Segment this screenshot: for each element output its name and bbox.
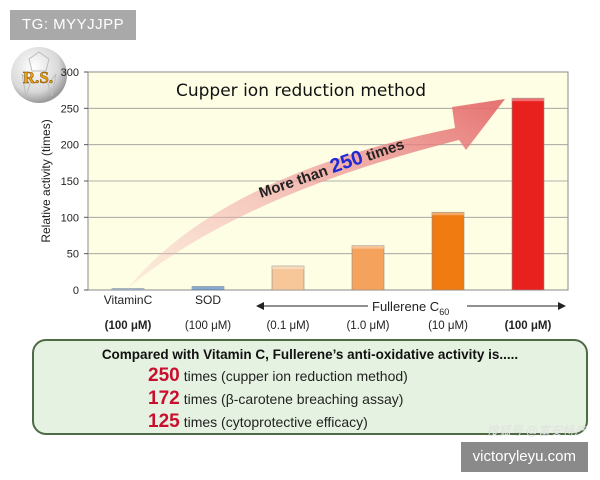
summary-value-2: 172 [148,388,180,409]
summary-text-3: times (cytoprotective efficacy) [183,414,368,430]
summary-value-1: 250 [148,365,180,386]
bar-chart: 0 50 100 150 200 250 300 Relative activity (ti… [39,67,569,332]
summary-value-3: 125 [148,411,180,432]
group-arrowhead-right [558,302,566,310]
x-axis-labels: VitaminC (100 μM) SOD (100 μM) (0.1 μM) (1.0 … [104,293,552,332]
tg-tag: TG: MYYJJPP [10,10,137,40]
bar-highlight [112,288,144,290]
y-axis-label: Relative activity (times) [39,119,53,242]
bar-rect [111,288,145,291]
group-arrowhead-left [256,302,264,310]
bar-highlight [512,98,544,102]
summary-text-2: times (β-carotene breaching assay) [183,391,404,407]
bar-rect [511,97,545,291]
rs-logo: R.S. [11,47,67,103]
bar-1 [111,288,145,291]
bar-4 [351,245,385,291]
bar-highlight [272,266,304,270]
trend-arrow [128,99,505,288]
y-tick-label: 100 [61,212,79,224]
bar-rect [431,211,465,291]
site-tag: victoryleyu.com [460,442,588,472]
summary-box: Compared with Vitamin C, Fullerene’s ant… [32,339,588,435]
bar-highlight [432,212,464,216]
x-sublabel: (100 μM) [185,320,231,332]
summary-title: Compared with Vitamin C, Fullerene’s ant… [101,347,519,362]
x-category-label: SOD [195,293,221,307]
logo-text: R.S. [23,68,53,87]
x-sublabel: (100 μM) [505,320,552,332]
y-tick-label: 250 [61,103,79,115]
y-tick-label: 50 [67,249,79,261]
summary-text-1: times (cupper ion reduction method) [183,368,408,384]
bar-rect [271,265,305,291]
bar-3 [271,265,305,291]
summary-line-2: 172 times (β-carotene breaching assay) [148,388,403,410]
y-tick-label: 300 [61,67,79,79]
y-tick-label: 150 [61,176,79,188]
chart-title: Cupper ion reduction method [176,81,426,101]
summary-line-1: 250 times (cupper ion reduction method) [148,365,408,387]
group-label: Fullerene C60 [372,299,449,317]
group-label-sub: 60 [439,307,449,317]
bars [111,97,545,291]
bar-rect [191,286,225,291]
bar-2 [191,286,225,291]
x-sublabel: (0.1 μM) [266,320,309,332]
watermark: 搜狐号 @富安特产 [486,424,586,438]
y-tick-label: 0 [73,285,79,297]
y-axis-ticks: 0 50 100 150 200 250 300 [61,67,88,297]
x-sublabel: (1.0 μM) [346,320,389,332]
summary-line-3: 125 times (cytoprotective efficacy) [148,411,368,433]
bar-5 [431,211,465,291]
bar-highlight [192,286,224,290]
y-tick-label: 200 [61,140,79,152]
bar-rect [351,245,385,291]
x-category-label: VitaminC [104,293,153,307]
x-sublabel: (100 μM) [105,320,152,332]
fullerene-group-marker: Fullerene C60 [256,299,566,317]
x-sublabel: (10 μM) [428,320,468,332]
bar-6 [511,97,545,291]
bar-highlight [352,245,384,249]
